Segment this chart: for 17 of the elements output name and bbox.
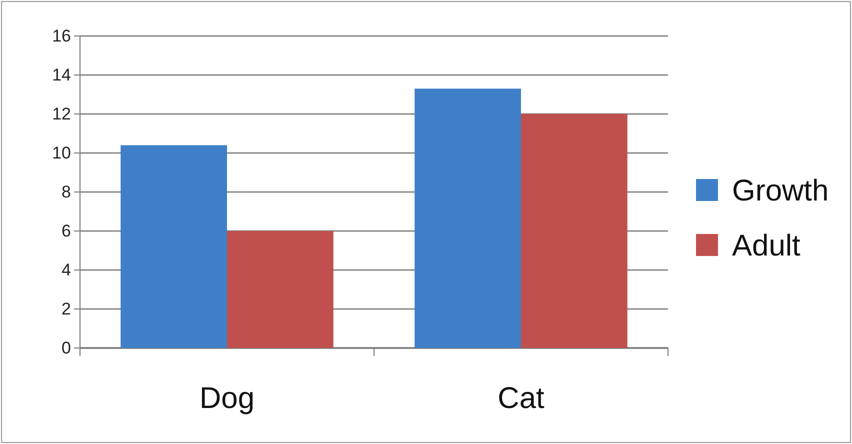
bar xyxy=(414,88,521,348)
bar xyxy=(227,231,334,348)
y-tick-label: 12 xyxy=(52,104,71,124)
y-tick-label: 8 xyxy=(62,182,71,202)
x-tick-label: Cat xyxy=(498,382,546,415)
bar xyxy=(521,114,628,348)
y-tick-label: 2 xyxy=(62,299,71,318)
y-tick-label: 4 xyxy=(62,260,71,280)
bar xyxy=(120,145,227,348)
legend-label: Growth xyxy=(732,174,829,208)
y-tick-label: 10 xyxy=(52,143,71,162)
y-tick-label: 6 xyxy=(62,221,71,240)
x-tick-label: Dog xyxy=(199,382,255,415)
y-tick-label: 14 xyxy=(52,65,71,84)
legend-label: Adult xyxy=(732,230,802,262)
y-tick-label: 16 xyxy=(52,26,71,46)
y-tick-label: 0 xyxy=(62,338,71,358)
